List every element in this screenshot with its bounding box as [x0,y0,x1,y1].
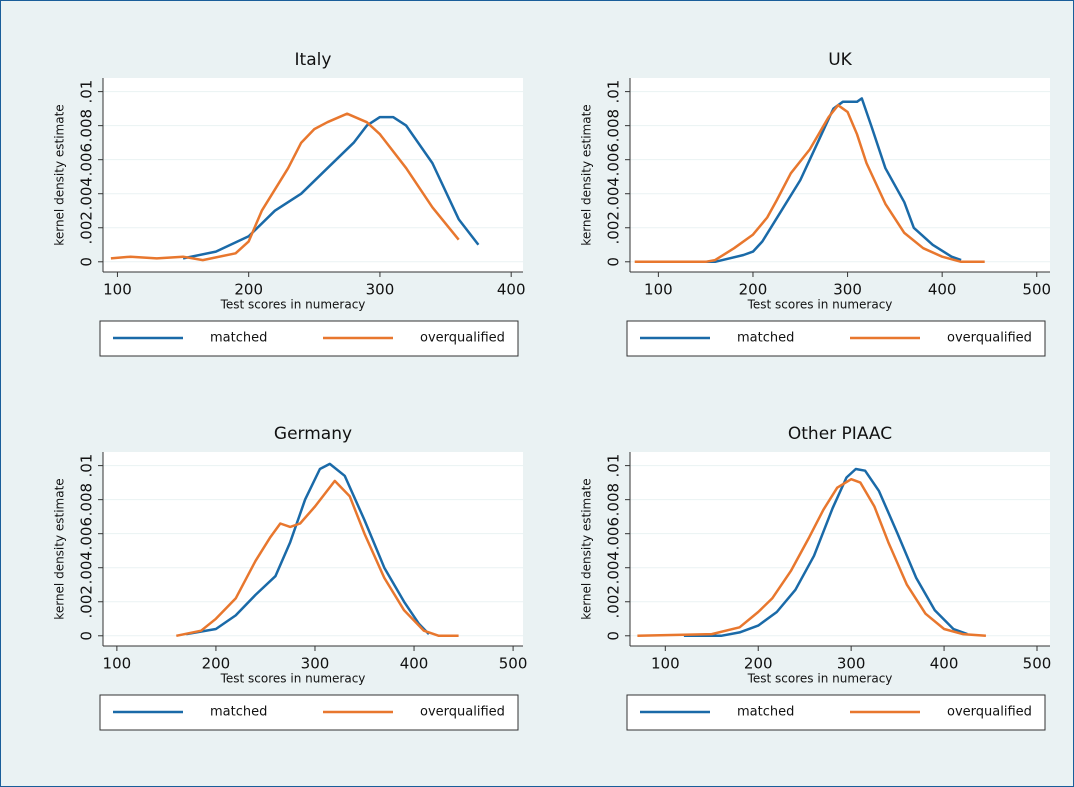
y-tick-label: .008 [78,483,96,516]
y-tick-label: .004 [605,177,623,210]
plot-area [630,452,1050,646]
y-tick-label: .004 [78,177,96,210]
plot-area [103,78,523,272]
y-tick-label: .002 [78,585,96,618]
x-tick-label: 500 [1022,281,1051,299]
y-tick-label: 0 [78,631,96,641]
x-tick-label: 300 [837,655,866,673]
y-tick-label: .008 [605,109,623,142]
y-tick-label: .006 [78,143,96,176]
x-tick-label: 100 [103,281,132,299]
x-tick-label: 400 [930,655,959,673]
x-tick-label: 500 [1023,655,1052,673]
legend-label: matched [210,331,267,346]
x-tick-label: 300 [366,281,395,299]
y-tick-label: .008 [605,483,623,516]
y-axis-label: kernel density estimate [580,104,594,245]
y-tick-label: 0 [605,631,623,641]
y-tick-label: .008 [78,109,96,142]
x-tick-label: 400 [497,281,526,299]
y-tick-label: .006 [605,143,623,176]
x-tick-label: 300 [301,655,330,673]
y-tick-label: .006 [605,517,623,550]
y-tick-label: .002 [605,211,623,244]
density-line [185,462,430,636]
chart-title: UK [828,50,852,70]
y-tick-label: .01 [605,80,623,104]
chart-title: Other PIAAC [788,424,892,444]
x-tick-label: 400 [400,655,429,673]
x-axis-label: Test scores in numeracy [220,672,366,686]
y-tick-label: .004 [605,551,623,584]
x-axis-label: Test scores in numeracy [747,672,893,686]
x-tick-label: 200 [234,281,263,299]
y-tick-label: .006 [78,517,96,550]
legend-label: overqualified [420,705,505,720]
legend-label: overqualified [947,705,1032,720]
x-tick-label: 200 [202,655,231,673]
density-line [683,467,968,638]
y-axis-label: kernel density estimate [580,478,594,619]
legend-label: matched [737,705,794,720]
y-tick-label: .002 [605,585,623,618]
y-tick-label: .01 [78,454,96,478]
y-tick-label: .01 [78,80,96,104]
density-line [110,112,460,262]
x-tick-label: 100 [651,655,680,673]
legend-label: matched [210,705,267,720]
chart-title: Italy [295,50,332,70]
x-axis-label: Test scores in numeracy [747,298,893,312]
x-tick-label: 200 [739,281,768,299]
plot-area [630,78,1050,272]
legend-label: overqualified [947,331,1032,346]
y-tick-label: .004 [78,551,96,584]
y-axis-label: kernel density estimate [53,478,67,619]
legend-label: overqualified [420,331,505,346]
y-tick-label: 0 [605,257,623,267]
x-axis-label: Test scores in numeracy [220,298,366,312]
y-tick-label: .002 [78,211,96,244]
x-tick-label: 100 [103,655,132,673]
legend-label: matched [737,331,794,346]
x-tick-label: 200 [744,655,773,673]
density-line [634,103,985,264]
x-tick-label: 500 [499,655,528,673]
x-tick-label: 300 [833,281,862,299]
density-line [637,477,986,638]
y-axis-label: kernel density estimate [53,104,67,245]
y-tick-label: 0 [78,257,96,267]
y-tick-label: .01 [605,454,623,478]
density-line [677,97,962,264]
density-line [176,479,459,638]
x-tick-label: 100 [644,281,673,299]
x-tick-label: 400 [928,281,957,299]
chart-title: Germany [274,424,352,444]
